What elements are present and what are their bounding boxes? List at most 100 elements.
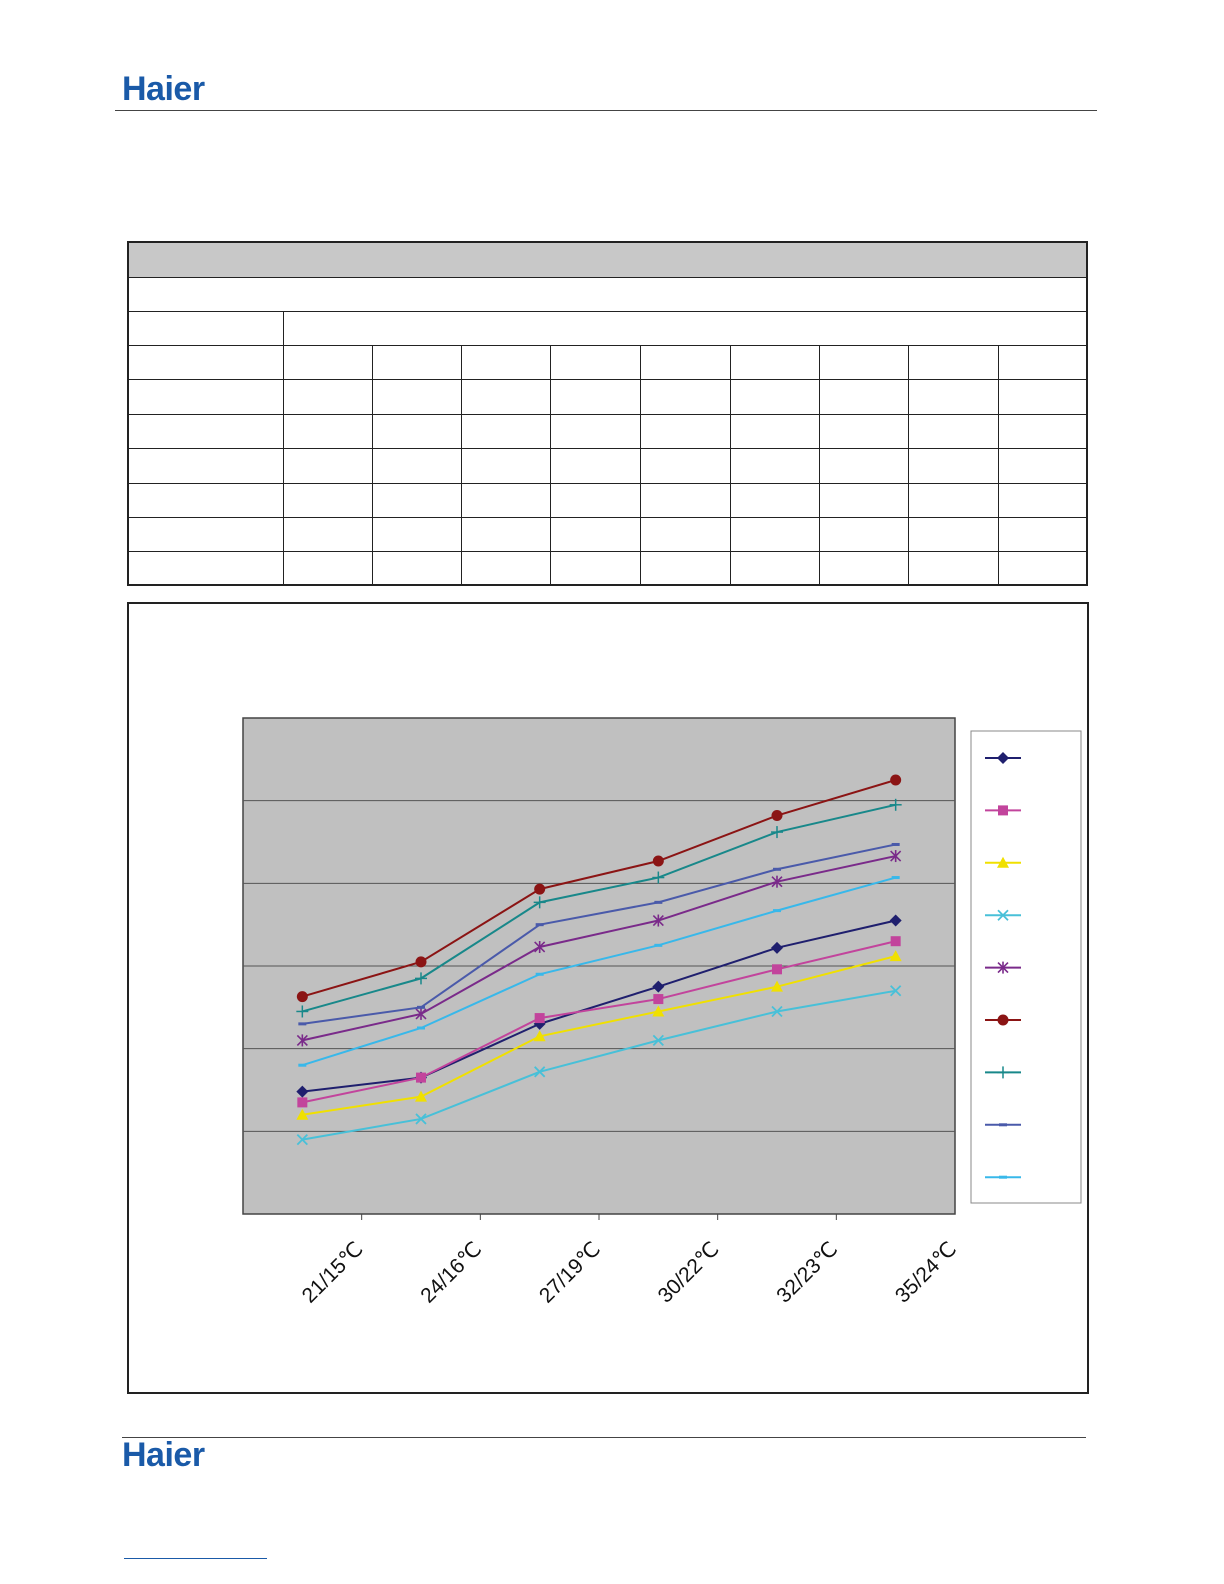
data-point-s3 [296, 1108, 309, 1120]
data-point-s7 [296, 1005, 309, 1018]
data-point-s9 [891, 876, 900, 880]
data-point-s6 [771, 810, 783, 822]
data-point-s1 [652, 980, 665, 993]
legend-marker [997, 961, 1009, 974]
data-point-s5 [296, 1034, 308, 1047]
data-point-s9 [535, 972, 544, 976]
data-point-s6 [890, 774, 902, 786]
series-line-6 [302, 779, 896, 998]
table-header-band [129, 243, 1086, 278]
table-col-divider [998, 345, 999, 584]
series-line-3 [302, 955, 896, 1116]
data-point-s4 [415, 1113, 427, 1125]
footer-divider [122, 1437, 1086, 1438]
x-tick-label: 30/22℃ [654, 1237, 724, 1307]
table-col-divider [550, 345, 551, 584]
header-divider [115, 110, 1097, 111]
data-point-s8 [535, 923, 544, 927]
table-row-divider [129, 414, 1086, 415]
haier-footer-logo: Haier [122, 1436, 205, 1474]
legend-marker [999, 1175, 1007, 1179]
data-point-s1 [296, 1085, 309, 1098]
data-point-s3 [771, 980, 783, 992]
footer-link-underline [124, 1558, 267, 1559]
data-point-s7 [415, 972, 427, 985]
data-point-s5 [890, 850, 902, 863]
data-point-s7 [771, 826, 783, 839]
table-row-divider [129, 517, 1086, 518]
data-point-s5 [652, 914, 664, 927]
series-line-8 [302, 843, 896, 1025]
data-point-s9 [298, 1063, 307, 1067]
data-point-s5 [534, 940, 546, 953]
data-point-s6 [534, 883, 546, 895]
table-row-divider [129, 448, 1086, 449]
data-point-s2 [534, 1013, 545, 1024]
chart-frame [127, 602, 1089, 1394]
series-line-1 [302, 919, 896, 1093]
legend-marker [999, 1123, 1007, 1127]
data-point-s7 [533, 896, 546, 909]
data-point-s5 [415, 1007, 427, 1020]
data-point-s2 [890, 936, 901, 947]
table-row-divider [129, 551, 1086, 552]
legend-marker [997, 1066, 1009, 1079]
data-point-s3 [889, 950, 902, 962]
performance-table [127, 241, 1088, 586]
x-tick-label: 35/24℃ [891, 1237, 961, 1307]
legend-marker [997, 752, 1009, 764]
data-point-s9 [654, 943, 663, 947]
legend-marker [997, 856, 1009, 868]
data-point-s3 [415, 1090, 427, 1102]
data-point-s1 [771, 941, 783, 954]
table-col-divider [461, 345, 462, 584]
table-row-divider [129, 483, 1086, 484]
data-point-s4 [296, 1133, 308, 1146]
x-tick-label: 21/15℃ [298, 1237, 368, 1307]
data-point-s3 [533, 1030, 546, 1042]
data-point-s2 [772, 964, 782, 975]
series-line-4 [302, 989, 896, 1141]
table-col-divider [819, 345, 820, 584]
data-point-s4 [534, 1066, 546, 1078]
data-point-s3 [652, 1005, 665, 1017]
table-col-divider [283, 311, 284, 584]
data-point-s9 [417, 1026, 425, 1030]
table-row-divider [129, 345, 1086, 346]
data-point-s6 [296, 991, 308, 1003]
data-point-s4 [890, 985, 902, 997]
table-col-divider [730, 345, 731, 584]
table-row-divider [129, 311, 1086, 312]
data-point-s8 [417, 1005, 425, 1009]
x-tick-label: 27/19℃ [535, 1237, 605, 1307]
data-point-s2 [297, 1097, 308, 1108]
data-point-s2 [416, 1072, 426, 1083]
table-col-divider [908, 345, 909, 584]
data-point-s6 [652, 855, 664, 867]
x-tick-label: 24/16℃ [416, 1237, 486, 1307]
legend-marker [997, 909, 1009, 921]
legend-marker [997, 1014, 1009, 1026]
table-col-divider [640, 345, 641, 584]
legend-marker [998, 805, 1008, 816]
series-line-5 [302, 855, 896, 1042]
data-point-s7 [889, 798, 902, 811]
data-point-s8 [298, 1022, 307, 1026]
data-point-s8 [773, 867, 781, 871]
data-point-s8 [654, 900, 663, 904]
data-point-s6 [415, 956, 427, 968]
data-point-s2 [653, 994, 664, 1005]
data-point-s1 [889, 914, 902, 927]
data-point-s4 [771, 1005, 783, 1018]
series-line-9 [302, 876, 896, 1067]
x-tick-label: 32/23℃ [772, 1237, 842, 1307]
data-point-s9 [773, 909, 781, 913]
haier-logo: Haier [122, 70, 205, 108]
table-row-divider [129, 379, 1086, 380]
data-point-s4 [652, 1034, 664, 1047]
series-line-2 [302, 940, 896, 1104]
data-point-s5 [771, 875, 783, 888]
data-point-s8 [891, 842, 900, 846]
series-line-7 [302, 803, 896, 1013]
